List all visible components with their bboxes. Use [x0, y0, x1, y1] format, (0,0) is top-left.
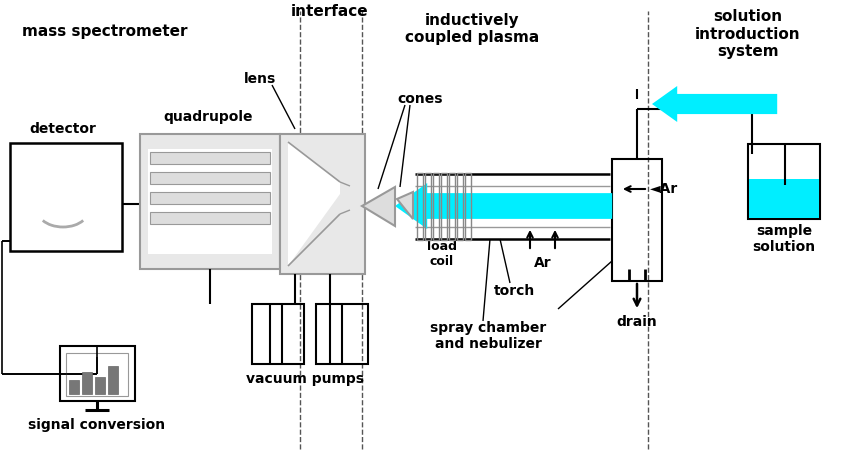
Text: lens: lens — [244, 72, 276, 86]
Bar — [749, 179, 819, 218]
Bar — [457, 173, 463, 240]
Text: quadrupole: quadrupole — [163, 110, 252, 124]
Bar — [433, 173, 439, 240]
Text: cones: cones — [397, 92, 443, 106]
Text: inductively
coupled plasma: inductively coupled plasma — [405, 13, 539, 45]
Bar — [425, 173, 431, 240]
Bar — [252, 304, 304, 364]
Bar — [108, 366, 118, 394]
Text: spray chamber
and nebulizer: spray chamber and nebulizer — [430, 321, 546, 351]
Bar — [95, 377, 105, 394]
Bar — [69, 380, 79, 394]
Text: drain: drain — [616, 315, 657, 329]
Bar — [148, 149, 272, 254]
Bar — [465, 173, 471, 240]
Bar — [150, 212, 270, 224]
Text: ◄Ar: ◄Ar — [650, 182, 678, 196]
Text: interface: interface — [292, 3, 369, 18]
Text: signal conversion: signal conversion — [28, 418, 166, 432]
Polygon shape — [288, 142, 340, 266]
Text: load
coil: load coil — [427, 240, 457, 268]
Polygon shape — [395, 183, 612, 229]
Polygon shape — [397, 192, 413, 219]
Bar — [150, 172, 270, 184]
Bar — [150, 192, 270, 204]
Text: Ar: Ar — [534, 256, 552, 270]
Text: vacuum pumps: vacuum pumps — [246, 372, 364, 386]
Text: detector: detector — [30, 122, 96, 136]
Text: sample
solution: sample solution — [752, 224, 815, 254]
Bar — [417, 173, 423, 240]
Bar — [150, 152, 270, 164]
Polygon shape — [362, 187, 395, 226]
Bar — [280, 134, 365, 274]
Polygon shape — [652, 86, 777, 122]
Bar — [316, 304, 368, 364]
Bar — [140, 134, 280, 269]
Bar — [441, 173, 447, 240]
Bar — [60, 346, 135, 401]
Text: mass spectrometer: mass spectrometer — [22, 23, 188, 38]
Text: torch: torch — [495, 284, 536, 298]
Bar — [66, 353, 128, 396]
Bar — [748, 144, 820, 219]
Bar — [82, 372, 92, 394]
Bar — [612, 159, 662, 281]
Bar — [449, 173, 455, 240]
Bar — [10, 143, 122, 251]
Text: solution
introduction
system: solution introduction system — [695, 9, 801, 59]
